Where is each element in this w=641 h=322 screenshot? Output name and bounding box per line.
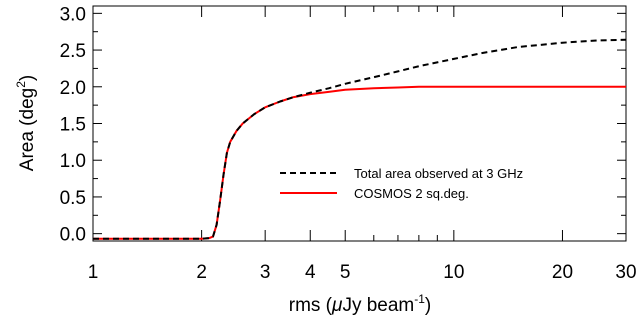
x-tick-label: 2 bbox=[196, 262, 207, 283]
x-tick-label: 10 bbox=[443, 262, 464, 283]
y-tick-label: 2.0 bbox=[60, 78, 86, 99]
x-tick-label: 20 bbox=[552, 262, 573, 283]
x-axis-title: rms (μJy beam-1) bbox=[289, 292, 432, 316]
y-tick-label: 1.0 bbox=[60, 151, 86, 172]
legend-label: Total area observed at 3 GHz bbox=[354, 166, 523, 181]
legend-label: COSMOS 2 sq.deg. bbox=[354, 186, 469, 201]
legend: Total area observed at 3 GHz COSMOS 2 sq.… bbox=[280, 166, 523, 201]
series-line-total-area bbox=[93, 38, 627, 240]
x-tick-label: 5 bbox=[340, 262, 351, 283]
y-tick-label: 0.0 bbox=[60, 225, 86, 246]
y-tick-label: 2.5 bbox=[60, 41, 86, 62]
y-tick-label: 3.0 bbox=[60, 4, 86, 25]
x-tick-label: 1 bbox=[88, 262, 99, 283]
x-axis: 1 2 3 4 5 10 20 30 bbox=[88, 6, 637, 283]
y-axis: 0.0 0.5 1.0 1.5 2.0 2.5 3.0 bbox=[60, 4, 626, 246]
series-line-cosmos bbox=[93, 85, 626, 240]
x-tick-label: 4 bbox=[305, 262, 316, 283]
y-tick-label: 1.5 bbox=[60, 115, 86, 136]
series-layer bbox=[93, 38, 627, 240]
x-tick-label: 3 bbox=[260, 262, 271, 283]
y-tick-label: 0.5 bbox=[60, 188, 86, 209]
y-axis-title: Area (deg2) bbox=[14, 75, 38, 171]
plot-border bbox=[92, 5, 627, 242]
plot-frame bbox=[92, 5, 627, 242]
x-tick-label: 30 bbox=[615, 262, 636, 283]
